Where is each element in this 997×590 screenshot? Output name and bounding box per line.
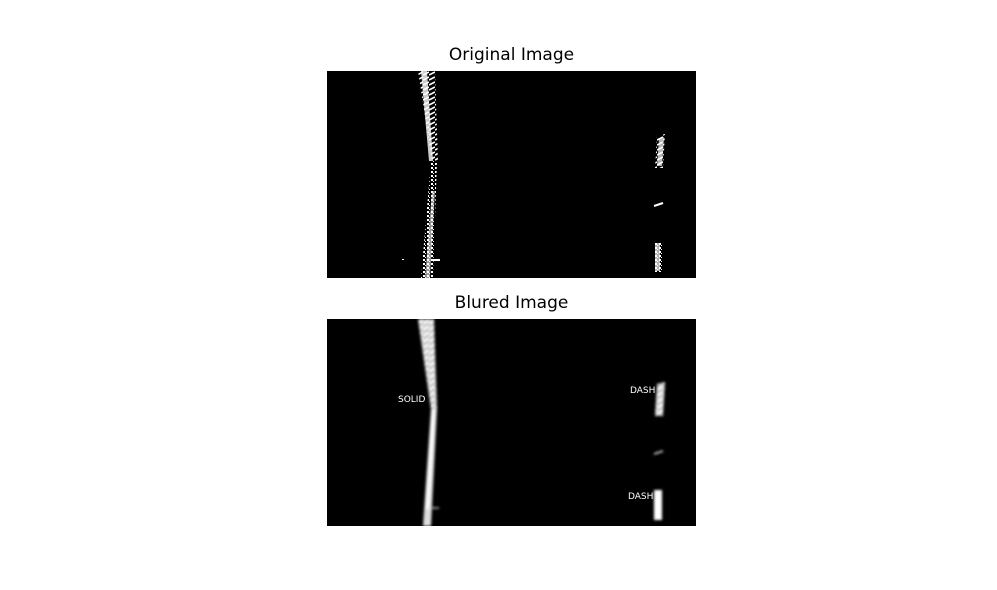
original-image-title: Original Image (448, 45, 575, 65)
dash-lane-segment (655, 243, 660, 271)
noise-dot (402, 259, 404, 260)
dash-lane-segment (655, 382, 665, 416)
solid-lane-stroke (418, 319, 437, 409)
original-lane-mask (402, 71, 665, 278)
dash-lane-segment (657, 137, 664, 166)
solid-lane-speckle (425, 191, 435, 278)
dash-lane-segment (654, 490, 662, 520)
blurred-lane-mask: SOLID DASH DASH (398, 319, 665, 526)
dash-lane-label: DASH (628, 492, 653, 502)
dash-lane-fragment (653, 202, 664, 207)
original-image-panel (327, 71, 696, 278)
solid-lane-stroke (421, 71, 433, 161)
solid-lane-label: SOLID (398, 395, 425, 405)
dash-lane-label: DASH (630, 386, 655, 396)
solid-lane-speckle (421, 161, 437, 278)
blurred-image-panel: SOLID DASH DASH (327, 319, 696, 526)
dash-lane-fragment (653, 450, 664, 455)
solid-lane-stroke (426, 409, 435, 509)
blurred-image-title: Blured Image (454, 293, 569, 313)
noise-dot (431, 507, 439, 509)
noise-dot (433, 259, 440, 261)
